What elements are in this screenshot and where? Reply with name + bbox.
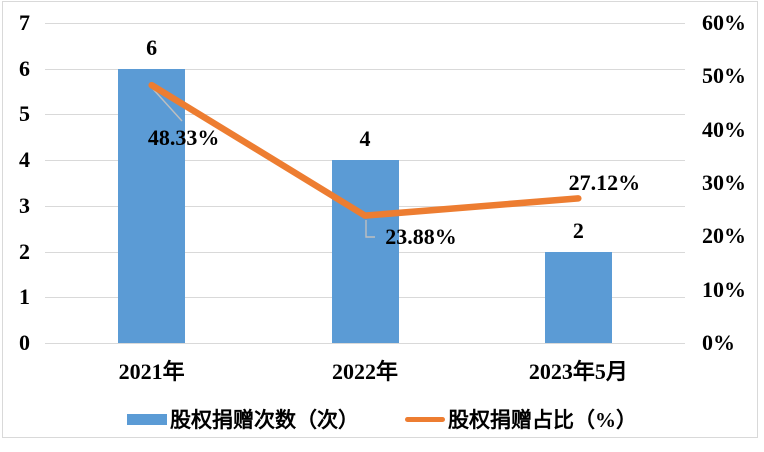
bar-2022年: [331, 160, 399, 343]
x-axis-label: 2023年5月: [528, 359, 628, 384]
y-axis-right-tick: 50%: [702, 63, 746, 89]
legend-line-label: 股权捐赠占比（%）: [448, 408, 637, 432]
y-axis-left-tick: 4: [19, 147, 30, 173]
gridline: [45, 68, 685, 70]
x-axis-label: 2021年: [118, 359, 185, 384]
bar-series-swatch-icon: [127, 413, 167, 425]
y-axis-left-tick: 6: [19, 55, 30, 81]
legend: 股权捐赠次数（次） 股权捐赠占比（%）: [0, 404, 764, 434]
y-axis-left-tick: 7: [19, 10, 30, 35]
y-axis-right-tick: 20%: [702, 223, 746, 249]
y-axis-left-tick: 0: [19, 330, 30, 355]
legend-item-bar-series: 股权捐赠次数（次）: [127, 404, 359, 434]
bar-value-label: 2: [572, 217, 584, 243]
gridline: [45, 343, 685, 344]
bar-value-label: 6: [146, 34, 158, 60]
legend-item-line-series: 股权捐赠占比（%）: [405, 404, 637, 434]
x-axis-label: 2022年: [331, 359, 399, 384]
y-axis-right-tick: 10%: [702, 276, 746, 302]
y-axis-right-tick: 0%: [702, 330, 735, 355]
bar-value-label: 4: [359, 126, 371, 152]
label-leader-line: [365, 220, 375, 238]
y-axis-right-tick: 60%: [702, 10, 746, 35]
label-leader-line: [152, 88, 183, 122]
y-axis-right-tick: 30%: [702, 170, 746, 195]
y-axis-left-tick: 5: [19, 101, 30, 127]
line-value-label: 27.12%: [568, 170, 641, 196]
y-axis-left-tick: 3: [19, 192, 30, 218]
y-axis-left-tick: 1: [19, 284, 30, 310]
legend-bar-label: 股权捐赠次数（次）: [170, 408, 359, 432]
bar-2023年5月: [544, 251, 612, 343]
y-axis-left-tick: 2: [19, 238, 30, 264]
bar-2021年: [118, 68, 186, 343]
y-axis-right-tick: 40%: [702, 116, 746, 142]
gridline: [45, 114, 685, 116]
percentage-line: [148, 81, 582, 219]
gridline: [45, 23, 685, 24]
line-value-label: 23.88%: [385, 223, 457, 249]
line-value-label: 48.33%: [147, 125, 220, 151]
line-series-swatch-icon: [405, 416, 445, 422]
